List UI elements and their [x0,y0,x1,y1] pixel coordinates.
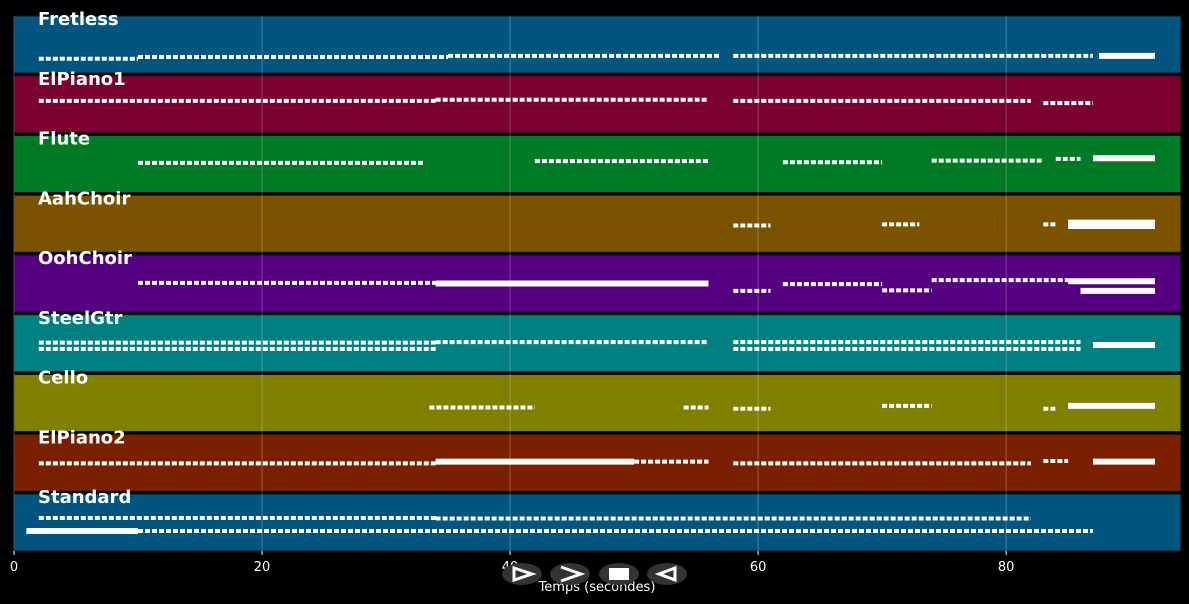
rewind-icon [654,565,677,583]
track-name: AahChoir [38,188,130,209]
track-name: Cello [38,368,88,389]
track-name: OohChoir [38,248,132,269]
x-axis-label: Temps (secondes) [538,580,656,595]
forward-button[interactable] [550,563,590,585]
rewind-button[interactable] [647,563,687,585]
track-name: SteelGtr [38,308,123,329]
track-lane [13,75,1182,134]
play-button[interactable] [502,563,542,585]
track-name: ElPiano2 [38,427,126,448]
playback-controls [502,563,687,585]
play-icon [512,565,537,583]
x-tick-label: 80 [998,560,1015,575]
x-tick-label: 0 [10,560,18,575]
track-lane [13,194,1182,253]
track-name: Flute [38,129,90,150]
forward-icon [560,565,586,583]
stop-icon [609,568,629,580]
track-lane [13,15,1182,74]
track-name: Fretless [38,9,119,30]
track-lane [13,493,1182,552]
track-name: ElPiano1 [38,69,126,90]
x-tick-label: 20 [254,560,271,575]
track-name: Standard [38,487,131,508]
x-tick-label: 60 [750,560,767,575]
track-lane [13,374,1182,432]
